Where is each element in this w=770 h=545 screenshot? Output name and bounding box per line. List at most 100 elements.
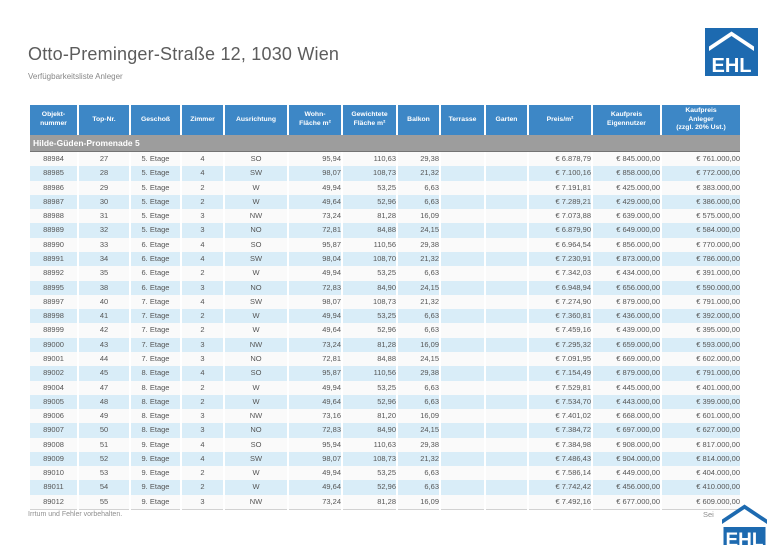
cell-objektnummer: 89010 — [30, 466, 77, 481]
cell-garten — [486, 366, 527, 381]
cell-kaufpreis_anleger: € 602.000,00 — [662, 351, 740, 367]
cell-ausrichtung: W — [225, 266, 287, 281]
cell-top_nr: 45 — [79, 366, 129, 381]
table-row: 88984 27 5. Etage 4 SO 95,94 110,63 29,38 € 6.87… — [30, 152, 740, 167]
cell-wohnflaeche: 73,24 — [289, 209, 341, 224]
cell-terrasse — [441, 194, 484, 210]
cell-garten — [486, 351, 527, 367]
cell-gewichtete_flaeche: 84,88 — [343, 351, 396, 367]
house-roof-icon — [722, 504, 767, 524]
cell-ausrichtung: NW — [225, 409, 287, 424]
cell-ausrichtung: W — [225, 309, 287, 324]
cell-wohnflaeche: 73,16 — [289, 409, 341, 424]
cell-wohnflaeche: 98,07 — [289, 166, 341, 181]
cell-kaufpreis_anleger: € 761.000,00 — [662, 152, 740, 167]
cell-kaufpreis_anleger: € 584.000,00 — [662, 223, 740, 238]
cell-top_nr: 55 — [79, 494, 129, 511]
cell-gewichtete_flaeche: 110,56 — [343, 366, 396, 381]
cell-balkon: 6,63 — [398, 266, 439, 281]
cell-ausrichtung: W — [225, 394, 287, 410]
cell-garten — [486, 380, 527, 395]
cell-terrasse — [441, 152, 484, 167]
cell-wohnflaeche: 49,94 — [289, 180, 341, 195]
table-row: 89011 54 9. Etage 2 W 49,64 52,96 6,63 € 7.742,4… — [30, 480, 740, 495]
cell-geschoss: 5. Etage — [131, 194, 180, 210]
cell-terrasse — [441, 294, 484, 310]
cell-geschoss: 8. Etage — [131, 366, 180, 381]
cell-zimmer: 4 — [182, 451, 223, 467]
table-row: 89007 50 8. Etage 3 NO 72,83 84,90 24,15 € 7.384… — [30, 423, 740, 438]
cell-balkon: 16,09 — [398, 494, 439, 511]
cell-zimmer: 3 — [182, 494, 223, 511]
cell-kaufpreis_eigennutzer: € 668.000,00 — [593, 409, 660, 424]
table-row: 89002 45 8. Etage 4 SO 95,87 110,56 29,38 € 7.15… — [30, 366, 740, 381]
cell-top_nr: 49 — [79, 409, 129, 424]
cell-top_nr: 53 — [79, 466, 129, 481]
cell-wohnflaeche: 95,87 — [289, 237, 341, 252]
cell-ausrichtung: NW — [225, 209, 287, 224]
cell-zimmer: 2 — [182, 194, 223, 210]
cell-wohnflaeche: 49,64 — [289, 323, 341, 338]
cell-geschoss: 5. Etage — [131, 152, 180, 167]
cell-balkon: 24,15 — [398, 423, 439, 438]
cell-gewichtete_flaeche: 110,56 — [343, 237, 396, 252]
cell-objektnummer: 89000 — [30, 337, 77, 352]
cell-objektnummer: 88987 — [30, 194, 77, 210]
cell-preis_pro_m2: € 7.230,91 — [529, 251, 591, 267]
cell-kaufpreis_anleger: € 386.000,00 — [662, 194, 740, 210]
cell-kaufpreis_eigennutzer: € 445.000,00 — [593, 380, 660, 395]
section-row: Hilde-Güden-Promenade 5 — [30, 135, 740, 152]
cell-top_nr: 31 — [79, 209, 129, 224]
cell-terrasse — [441, 209, 484, 224]
cell-balkon: 6,63 — [398, 466, 439, 481]
cell-zimmer: 4 — [182, 294, 223, 310]
cell-zimmer: 4 — [182, 166, 223, 181]
cell-ausrichtung: SW — [225, 251, 287, 267]
cell-gewichtete_flaeche: 108,73 — [343, 451, 396, 467]
cell-gewichtete_flaeche: 110,63 — [343, 152, 396, 167]
cell-kaufpreis_eigennutzer: € 434.000,00 — [593, 266, 660, 281]
cell-garten — [486, 180, 527, 195]
cell-terrasse — [441, 223, 484, 238]
logo-background — [723, 527, 766, 545]
cell-objektnummer: 89005 — [30, 394, 77, 410]
cell-kaufpreis_anleger: € 814.000,00 — [662, 451, 740, 467]
cell-objektnummer: 88984 — [30, 152, 77, 167]
cell-garten — [486, 251, 527, 267]
cell-garten — [486, 280, 527, 295]
cell-kaufpreis_eigennutzer: € 439.000,00 — [593, 323, 660, 338]
cell-zimmer: 2 — [182, 180, 223, 195]
cell-zimmer: 2 — [182, 266, 223, 281]
cell-preis_pro_m2: € 7.384,72 — [529, 423, 591, 438]
cell-ausrichtung: SO — [225, 152, 287, 167]
cell-gewichtete_flaeche: 53,25 — [343, 380, 396, 395]
cell-balkon: 16,09 — [398, 409, 439, 424]
cell-kaufpreis_eigennutzer: € 879.000,00 — [593, 366, 660, 381]
cell-top_nr: 35 — [79, 266, 129, 281]
cell-top_nr: 54 — [79, 480, 129, 495]
cell-garten — [486, 309, 527, 324]
cell-geschoss: 6. Etage — [131, 280, 180, 295]
cell-balkon: 29,38 — [398, 152, 439, 167]
cell-terrasse — [441, 366, 484, 381]
cell-kaufpreis_anleger: € 410.000,00 — [662, 480, 740, 495]
column-header-objektnummer: Objekt- nummer — [30, 105, 77, 135]
cell-terrasse — [441, 337, 484, 352]
table-row: 88986 29 5. Etage 2 W 49,94 53,25 6,63 € 7.191,8… — [30, 180, 740, 195]
cell-gewichtete_flaeche: 53,25 — [343, 266, 396, 281]
cell-preis_pro_m2: € 7.492,16 — [529, 494, 591, 511]
cell-preis_pro_m2: € 7.534,70 — [529, 394, 591, 410]
cell-gewichtete_flaeche: 53,25 — [343, 309, 396, 324]
cell-wohnflaeche: 49,94 — [289, 266, 341, 281]
cell-ausrichtung: NO — [225, 280, 287, 295]
cell-geschoss: 8. Etage — [131, 409, 180, 424]
cell-balkon: 6,63 — [398, 394, 439, 410]
cell-ausrichtung: NO — [225, 223, 287, 238]
cell-kaufpreis_eigennutzer: € 845.000,00 — [593, 152, 660, 167]
cell-balkon: 24,15 — [398, 351, 439, 367]
cell-geschoss: 9. Etage — [131, 466, 180, 481]
cell-preis_pro_m2: € 7.191,81 — [529, 180, 591, 195]
cell-wohnflaeche: 72,83 — [289, 280, 341, 295]
cell-gewichtete_flaeche: 108,70 — [343, 251, 396, 267]
cell-kaufpreis_eigennutzer: € 649.000,00 — [593, 223, 660, 238]
